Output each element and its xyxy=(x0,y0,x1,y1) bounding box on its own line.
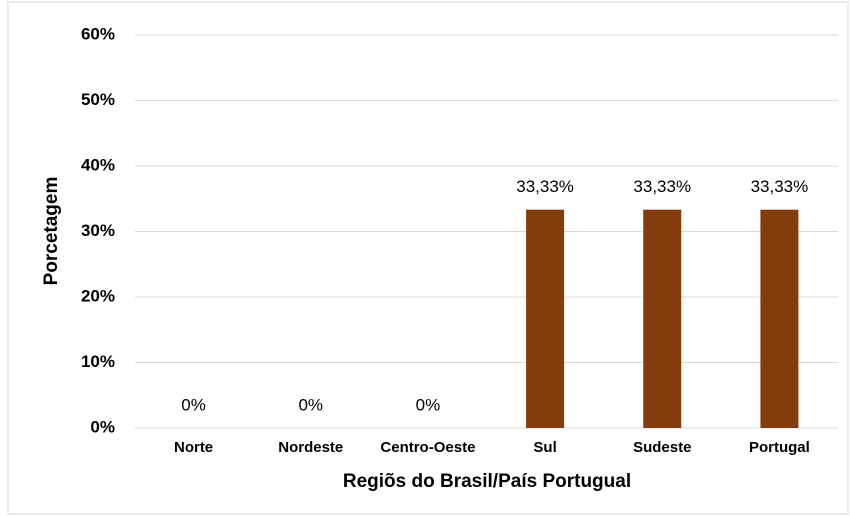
x-axis-title: Regiõs do Brasil/País Portugual xyxy=(343,471,631,492)
bar xyxy=(526,209,565,428)
x-tick-label: Nordeste xyxy=(278,439,343,456)
y-tick-label: 60% xyxy=(81,24,115,43)
chart-frame xyxy=(7,1,849,515)
y-tick-label: 20% xyxy=(81,286,115,305)
x-tick-label: Sudeste xyxy=(633,439,691,456)
bar xyxy=(760,209,799,428)
value-label: 0% xyxy=(298,395,323,414)
value-label: 33,33% xyxy=(751,177,809,196)
y-tick-label: 50% xyxy=(81,90,115,109)
bar xyxy=(643,209,682,428)
y-tick-label: 10% xyxy=(81,352,115,371)
value-label: 33,33% xyxy=(633,177,691,196)
y-tick-label: 0% xyxy=(90,417,115,436)
y-tick-label: 40% xyxy=(81,155,115,174)
x-tick-label: Portugal xyxy=(749,439,810,456)
value-label: 0% xyxy=(181,395,206,414)
x-tick-label: Sul xyxy=(533,439,556,456)
value-label: 33,33% xyxy=(516,177,574,196)
y-tick-label: 30% xyxy=(81,221,115,240)
x-tick-label: Centro-Oeste xyxy=(380,439,475,456)
value-label: 0% xyxy=(416,395,441,414)
y-axis-title: Porcetagem xyxy=(41,177,62,286)
x-tick-label: Norte xyxy=(174,439,213,456)
